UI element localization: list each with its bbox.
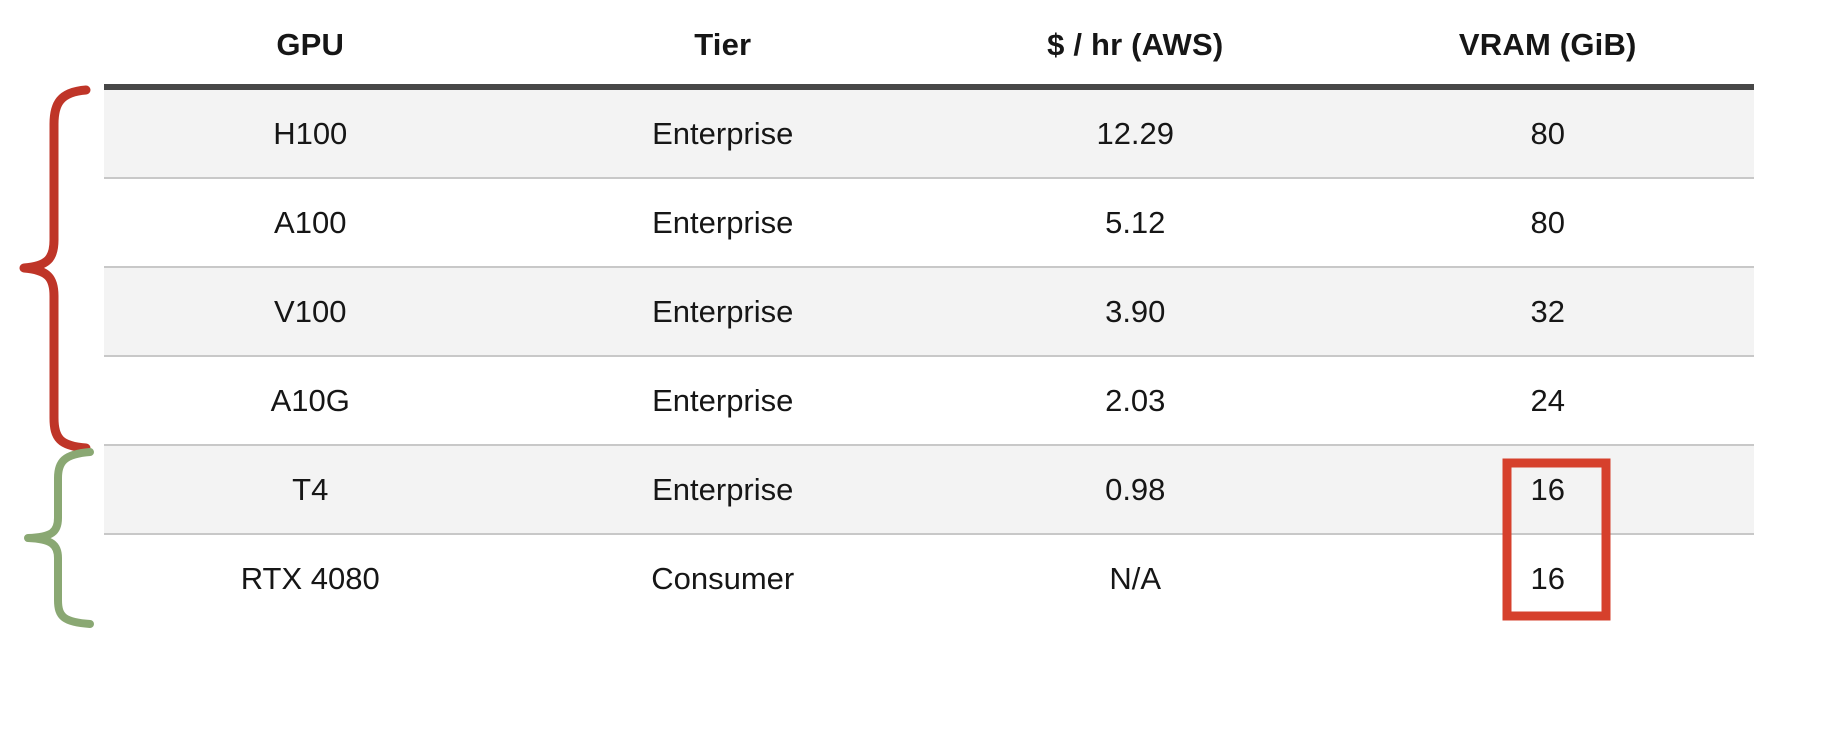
cell-gpu: T4 — [292, 471, 329, 507]
cell-price: 5.12 — [1105, 204, 1166, 240]
table-header-row: GPU Tier $ / hr (AWS) VRAM (GiB) — [104, 6, 1754, 90]
cell-price: N/A — [1109, 560, 1162, 596]
red-brace-annotation — [19, 85, 91, 453]
gpu-table: GPU Tier $ / hr (AWS) VRAM (GiB) H100 En… — [104, 6, 1754, 622]
table-row-a100: A100 Enterprise 5.12 80 — [104, 179, 1754, 268]
table-row-rtx4080: RTX 4080 Consumer N/A 16 — [104, 535, 1754, 622]
cell-tier: Enterprise — [652, 471, 794, 507]
column-header-vram: VRAM (GiB) — [1458, 27, 1637, 62]
cell-vram: 32 — [1530, 293, 1565, 329]
cell-gpu: A10G — [270, 382, 350, 418]
cell-vram: 80 — [1530, 115, 1565, 151]
cell-vram: 80 — [1530, 204, 1565, 240]
table-row-t4: T4 Enterprise 0.98 16 — [104, 446, 1754, 535]
cell-gpu: A100 — [274, 204, 347, 240]
cell-gpu: RTX 4080 — [240, 560, 380, 596]
column-header-tier: Tier — [694, 27, 752, 62]
column-header-gpu: GPU — [276, 27, 345, 62]
table-row-h100: H100 Enterprise 12.29 80 — [104, 90, 1754, 179]
cell-tier: Enterprise — [652, 115, 794, 151]
cell-vram: 16 — [1530, 560, 1565, 596]
cell-gpu: H100 — [273, 115, 348, 151]
cell-price: 3.90 — [1105, 293, 1166, 329]
cell-gpu: V100 — [274, 293, 347, 329]
cell-price: 12.29 — [1096, 115, 1175, 151]
table-row-v100: V100 Enterprise 3.90 32 — [104, 268, 1754, 357]
cell-vram: 16 — [1530, 471, 1565, 507]
cell-tier: Enterprise — [652, 204, 794, 240]
cell-price: 0.98 — [1105, 471, 1166, 507]
cell-vram: 24 — [1530, 382, 1565, 418]
green-brace-annotation — [24, 448, 94, 628]
column-header-price: $ / hr (AWS) — [1047, 27, 1224, 62]
cell-tier: Enterprise — [652, 293, 794, 329]
cell-price: 2.03 — [1105, 382, 1166, 418]
cell-tier: Enterprise — [652, 382, 794, 418]
table-row-a10g: A10G Enterprise 2.03 24 — [104, 357, 1754, 446]
cell-tier: Consumer — [651, 560, 795, 596]
